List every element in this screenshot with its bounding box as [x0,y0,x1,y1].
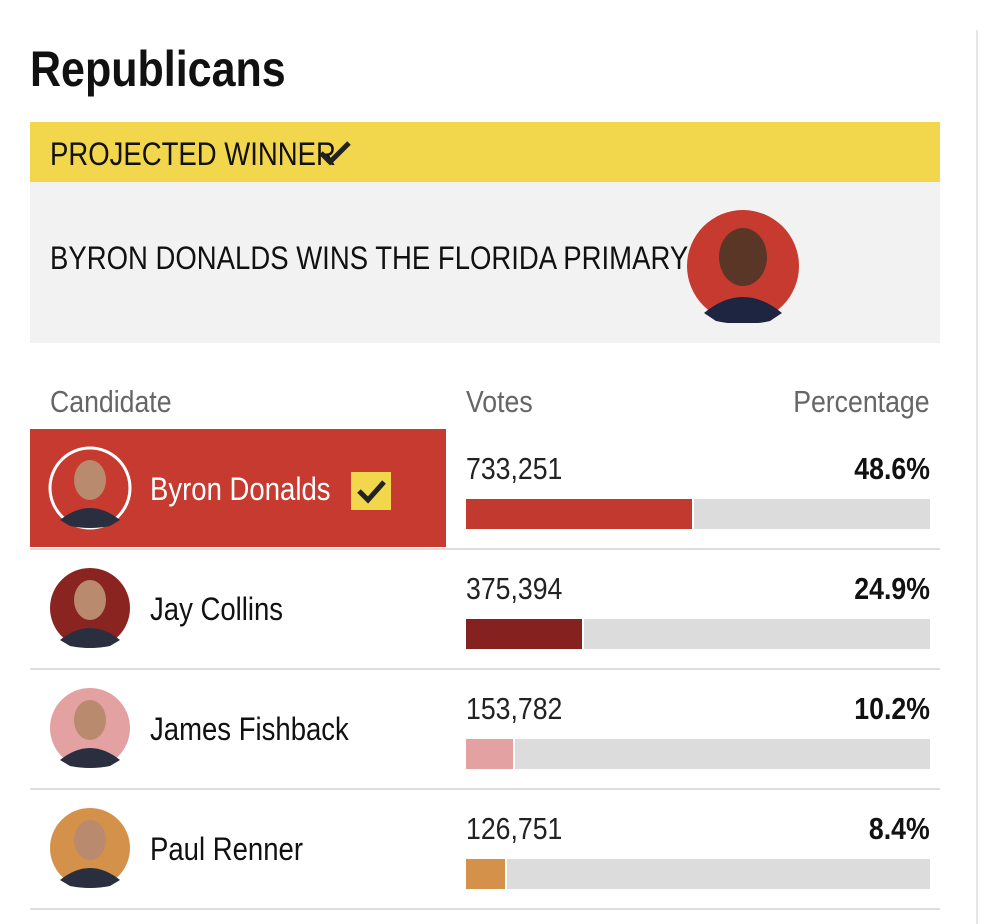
vote-count: 153,782 [466,691,578,727]
vote-percentage-text: 10.2% [854,691,930,726]
candidate-row: Jay Collins 375,394 24.9% [30,549,940,669]
bar-track [466,499,930,529]
candidate-name-text: Jay Collins [150,591,284,627]
candidate-name: Jay Collins [150,591,305,628]
row-separator [30,668,940,670]
winner-check [351,472,391,510]
candidate-photo [48,446,132,530]
winner-banner: PROJECTED WINNER [30,122,940,182]
vote-bar [466,739,516,769]
candidate-photo [50,688,130,768]
candidate-photo [50,808,130,888]
vote-percentage-text: 24.9% [854,571,930,606]
row-separator [30,908,940,910]
candidate-photo [50,568,130,648]
vote-bar [466,619,584,649]
vote-percentage-text: 8.4% [869,811,930,846]
section-title: Republicans [30,41,286,97]
column-header: Candidate [50,384,172,419]
vote-count-text: 375,394 [466,571,563,606]
vote-percentage: 48.6% [842,451,930,487]
candidate-name: James Fishback [150,711,381,748]
bar-track [466,859,930,889]
check-icon [319,141,351,166]
vote-bar [466,499,694,529]
row-separator [30,788,940,790]
headline-box: BYRON DONALDS WINS THE FLORIDA PRIMARY [30,182,940,343]
vote-count-text: 153,782 [466,691,563,726]
column-header: Votes [466,384,533,419]
candidate-name-text: James Fishback [150,711,349,747]
winner-portrait [687,210,799,323]
vote-count-text: 733,251 [466,451,563,486]
candidate-row: James Fishback 153,782 10.2% [30,669,940,789]
vote-percentage: 24.9% [842,571,930,607]
vote-percentage-text: 48.6% [854,451,930,486]
vote-count-text: 126,751 [466,811,563,846]
candidate-row: Byron Donalds 733,251 48.6% [30,429,940,549]
divider [976,30,978,924]
banner-label: PROJECTED WINNER [50,136,336,172]
candidate-name: Byron Donalds [150,471,360,508]
candidate-name: Paul Renner [150,831,328,868]
vote-count: 126,751 [466,811,578,847]
candidate-name-text: Byron Donalds [150,471,331,507]
row-separator [30,548,940,550]
column-header: Percentage [793,384,930,419]
candidate-name-text: Paul Renner [150,831,303,867]
vote-count: 733,251 [466,451,578,487]
candidate-row: Paul Renner 126,751 8.4% [30,789,940,909]
headline: BYRON DONALDS WINS THE FLORIDA PRIMARY [50,240,689,276]
vote-count: 375,394 [466,571,578,607]
vote-percentage: 10.2% [842,691,930,727]
vote-percentage: 8.4% [859,811,930,847]
bar-track [466,619,930,649]
vote-bar [466,859,507,889]
bar-track [466,739,930,769]
